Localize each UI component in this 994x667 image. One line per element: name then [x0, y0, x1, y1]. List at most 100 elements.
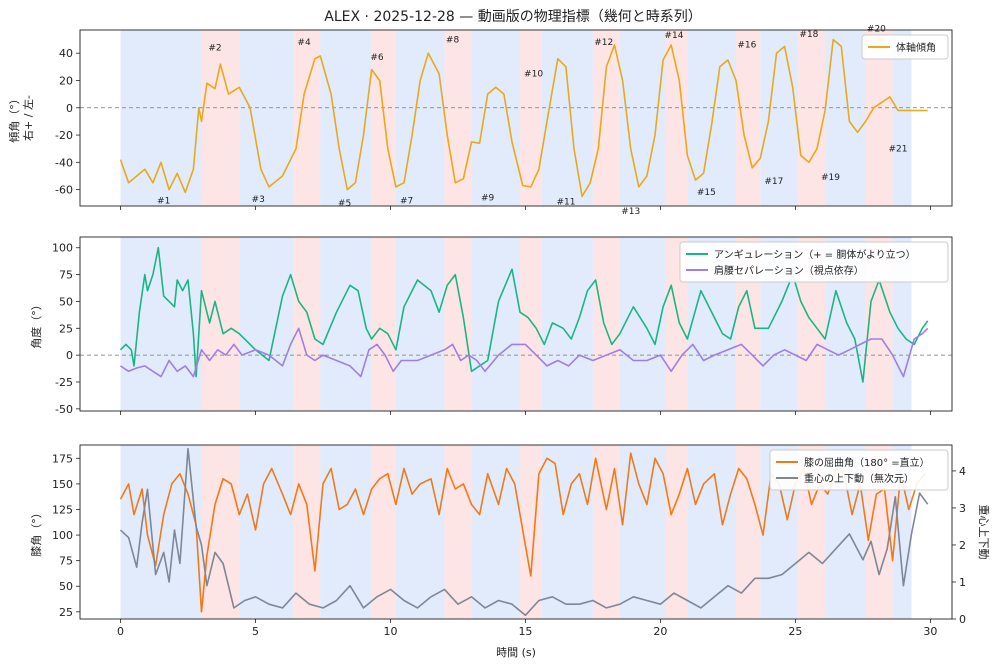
y2-tick-label: 0	[959, 613, 966, 626]
phase-band	[239, 237, 294, 411]
y-tick-label: 50	[59, 295, 73, 308]
phase-band	[120, 237, 202, 411]
y-tick-label: 75	[59, 555, 73, 568]
y-tick-label: -40	[55, 156, 73, 169]
y-tick-label: 125	[52, 503, 73, 516]
phase-band	[541, 237, 593, 411]
phase-band	[239, 445, 294, 619]
phase-band	[239, 30, 294, 206]
y-tick-label: -60	[55, 184, 73, 197]
phase-band	[592, 445, 620, 619]
y-tick-label: 100	[52, 529, 73, 542]
y-tick-label: 40	[59, 47, 73, 60]
y-tick-label: 50	[59, 580, 73, 593]
x-tick-label: 20	[653, 625, 667, 638]
phase-band	[293, 237, 321, 411]
phase-band	[541, 30, 593, 206]
peak-label: #10	[524, 69, 543, 79]
legend-label: 膝の屈曲角（180° =直立）	[804, 456, 930, 469]
phase-band	[825, 30, 866, 206]
peak-label: #1	[157, 196, 170, 206]
phase-band	[760, 30, 799, 206]
phase-band	[892, 30, 912, 206]
y-tick-label: 25	[59, 606, 73, 619]
x-tick-label: 30	[923, 625, 937, 638]
phase-band	[665, 445, 688, 619]
y2-tick-label: 3	[959, 502, 966, 515]
plot-frame	[79, 29, 953, 207]
phase-band	[395, 30, 445, 206]
panel-knee-com: 0 5 10 15 20 25 30 25 50 75 100 125 150 175 0 1 2 3 4 膝角（°）…	[30, 444, 991, 638]
legend-box	[769, 449, 949, 491]
phase-band	[201, 445, 240, 619]
phase-bands	[120, 445, 912, 619]
series-line	[120, 327, 929, 378]
peak-label: #21	[889, 144, 908, 154]
phase-band	[371, 237, 396, 411]
y-tick-label: 175	[52, 452, 73, 465]
phase-band	[619, 445, 666, 619]
legend-box	[679, 241, 949, 283]
phase-band	[444, 237, 472, 411]
peak-label: #12	[594, 38, 613, 48]
legend: 体軸傾角	[861, 34, 949, 60]
y-tick-label: 20	[59, 74, 73, 87]
chart-title: ALEX · 2025-12-28 — 動画版の物理指標（幾何と時系列）	[324, 9, 701, 25]
y-tick-label: -25	[55, 376, 73, 389]
peak-label: #5	[338, 199, 351, 209]
phase-band	[798, 30, 826, 206]
peak-label: #7	[400, 196, 413, 206]
y-tick-label: 75	[59, 269, 73, 282]
phase-band	[320, 237, 372, 411]
panel-body-tilt: #1 #2 #3 #4 #5 #6 #7 #8 #9 #10 #11 #12 #13 #14 #15 #16 #…	[7, 24, 953, 217]
y2-tick-label: 4	[959, 465, 966, 478]
phase-band	[293, 30, 321, 206]
panel-angles: -50 -25 0 25 50 75 100 角度（°） アンギュレーション（+ = 胴体がより…	[29, 236, 953, 416]
x-tick-label: 0	[117, 625, 124, 638]
y-tick-label: 100	[52, 242, 73, 255]
phase-band	[687, 445, 737, 619]
series-line	[119, 38, 928, 198]
x-tick-label: 10	[383, 625, 397, 638]
legend-label: 体軸傾角	[896, 41, 936, 54]
phase-band	[736, 445, 761, 619]
peak-label: #20	[867, 24, 886, 34]
peak-label: #16	[737, 41, 756, 51]
phase-band	[320, 445, 372, 619]
legend-label: 肩腰セパレーション（視点依存）	[714, 264, 864, 277]
y-axis-label: 傾角（°）	[7, 93, 21, 143]
series-line	[119, 447, 929, 617]
y-axis-label: 右+ / 左-	[21, 95, 35, 141]
peak-label: #4	[297, 38, 311, 48]
phase-band	[592, 237, 620, 411]
x-axis-label: 時間 (s)	[496, 646, 536, 659]
peak-label: #17	[764, 177, 783, 187]
phase-band	[444, 30, 472, 206]
phase-band	[520, 237, 542, 411]
y-axis-label: 膝角（°）	[30, 507, 43, 557]
plot-frame	[79, 444, 953, 620]
y-tick-label: 0	[66, 349, 73, 362]
y2-axis-label: 重心上下動	[977, 505, 991, 560]
peak-label: #11	[556, 198, 575, 208]
y-axis-label: 角度（°）	[29, 299, 43, 349]
phase-band	[471, 237, 521, 411]
phase-band	[471, 30, 521, 206]
phase-band	[320, 30, 372, 206]
series-line	[119, 452, 926, 613]
phase-band	[471, 445, 521, 619]
phase-band	[541, 445, 593, 619]
y2-tick-label: 1	[959, 576, 966, 589]
legend-label: アンギュレーション（+ = 胴体がより立つ）	[714, 248, 916, 261]
legend-label: 重心の上下動（無次元）	[804, 472, 914, 485]
x-tick-label: 25	[788, 625, 802, 638]
peak-label: #18	[799, 30, 818, 40]
y-tick-label: -50	[55, 403, 73, 416]
legend: 膝の屈曲角（180° =直立） 重心の上下動（無次元）	[769, 449, 949, 491]
phase-band	[619, 237, 666, 411]
y-tick-label: 25	[59, 322, 73, 335]
peak-label: #9	[481, 194, 495, 204]
phase-band	[395, 237, 445, 411]
phase-band	[293, 445, 321, 619]
phase-band	[201, 30, 240, 206]
